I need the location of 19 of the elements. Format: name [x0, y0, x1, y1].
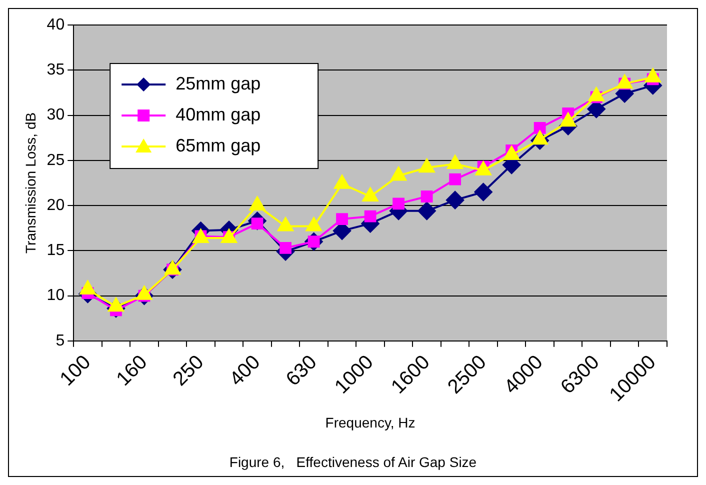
legend-label: 40mm gap: [176, 104, 261, 124]
x-axis-title: Frequency, Hz: [325, 414, 416, 430]
x-tick-label: 100: [56, 351, 96, 390]
x-tick-label: 160: [112, 351, 152, 390]
y-tick-label: 25: [46, 152, 65, 169]
y-tick-label: 5: [56, 332, 65, 350]
y-tick-label: 35: [46, 62, 65, 79]
x-tick-label: 400: [226, 351, 265, 390]
legend-label: 25mm gap: [176, 73, 261, 94]
y-tick-label: 30: [46, 106, 65, 124]
x-tick-label: 630: [282, 351, 322, 390]
y-tick-label: 10: [46, 287, 65, 304]
y-tick-label: 15: [46, 242, 65, 260]
y-tick-label: 20: [46, 196, 65, 214]
caption: Figure 6, Effectiveness of Air Gap Size: [228, 454, 478, 470]
legend-label: 65mm gap: [176, 135, 261, 156]
x-tick-label: 250: [169, 351, 208, 390]
y-tick-label: 40: [46, 16, 65, 34]
y-axis-title: Transmission Loss, dB: [22, 112, 38, 254]
